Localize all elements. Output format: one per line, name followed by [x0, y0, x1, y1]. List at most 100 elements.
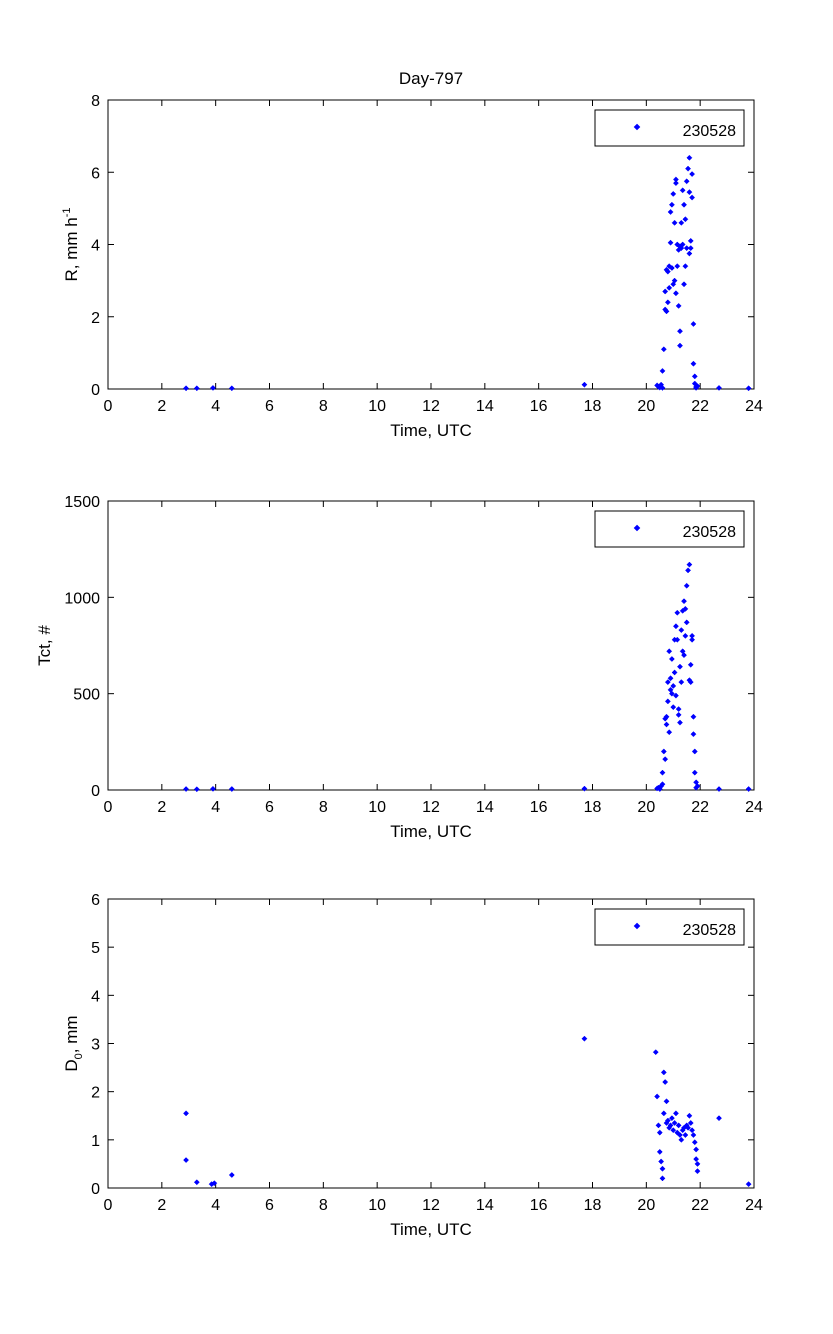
data-point [716, 384, 722, 391]
data-point [670, 704, 677, 711]
x-tick-label: 2 [157, 398, 166, 415]
x-tick-label: 20 [637, 398, 655, 415]
x-tick-label: 24 [745, 1197, 763, 1214]
data-point [681, 598, 687, 605]
data-point [686, 1112, 693, 1119]
data-point [581, 381, 588, 388]
data-point [228, 1172, 235, 1178]
x-tick-label: 2 [157, 1197, 166, 1214]
x-tick-label: 22 [691, 398, 709, 415]
data-point [685, 1124, 692, 1131]
x-tick-label: 0 [104, 799, 113, 816]
data-point [690, 731, 697, 738]
data-point [228, 385, 235, 392]
data-point [662, 756, 669, 763]
data-point [668, 690, 675, 697]
data-point [668, 265, 675, 271]
data-point [672, 290, 679, 297]
x-tick-label: 12 [422, 799, 440, 816]
data-point [660, 1110, 667, 1117]
data-point [691, 769, 698, 776]
data-point [677, 328, 683, 335]
data-point [666, 648, 673, 655]
legend-box [594, 510, 745, 548]
data-point [656, 1129, 663, 1136]
data-point [678, 1136, 685, 1143]
data-point [666, 284, 673, 291]
data-point [687, 245, 694, 252]
data-point [674, 241, 681, 248]
data-point [694, 783, 701, 790]
y-tick-label: 0 [91, 382, 100, 399]
data-point [687, 661, 694, 668]
x-tick-label: 24 [745, 799, 763, 816]
data-point [581, 1035, 588, 1042]
y-tick-label: 500 [73, 687, 100, 704]
data-point [193, 1179, 200, 1186]
data-point [668, 656, 675, 662]
data-point [659, 1165, 666, 1172]
data-point [693, 1146, 700, 1153]
y-axis-label: R, mm h-1 [61, 207, 81, 281]
x-tick-label: 10 [368, 1197, 386, 1214]
data-point [193, 786, 200, 793]
x-tick-label: 8 [319, 799, 328, 816]
data-point [745, 385, 752, 392]
data-point [670, 683, 677, 689]
data-point [664, 268, 671, 275]
data-point [659, 384, 666, 391]
x-axis-label: Time, UTC [390, 1220, 472, 1239]
data-point [652, 1049, 659, 1056]
data-point [193, 385, 200, 392]
data-point [663, 308, 670, 315]
data-point [716, 1115, 722, 1122]
data-point [664, 299, 671, 306]
legend-label: 230528 [683, 123, 736, 140]
data-point [668, 201, 675, 208]
y-tick-label: 1000 [64, 590, 100, 607]
data-point [685, 165, 692, 172]
x-tick-label: 14 [476, 1197, 494, 1214]
data-point [668, 1115, 675, 1122]
data-point [671, 669, 678, 676]
y-tick-label: 6 [91, 165, 100, 182]
data-point [183, 1110, 190, 1117]
data-point [656, 1148, 663, 1155]
data-point [675, 1122, 682, 1129]
data-point [211, 1180, 218, 1187]
data-point [662, 288, 669, 295]
x-axis-label: Time, UTC [390, 421, 472, 440]
data-point [694, 1160, 701, 1167]
x-tick-label: 18 [584, 1197, 602, 1214]
x-tick-label: 18 [584, 398, 602, 415]
data-point [687, 237, 694, 244]
x-tick-label: 2 [157, 799, 166, 816]
data-point [667, 209, 674, 215]
x-tick-label: 6 [265, 799, 274, 816]
data-point [682, 605, 689, 612]
x-tick-label: 8 [319, 398, 328, 415]
x-tick-label: 4 [211, 799, 220, 816]
x-tick-label: 8 [319, 1197, 328, 1214]
x-tick-label: 20 [637, 1197, 655, 1214]
data-point [679, 187, 686, 194]
data-point [671, 1120, 678, 1126]
data-point [664, 1117, 671, 1124]
y-tick-label: 1 [91, 1133, 100, 1150]
data-point [683, 582, 690, 589]
data-point [693, 1156, 700, 1163]
data-point [183, 1157, 190, 1164]
data-point [670, 190, 677, 197]
data-point [686, 189, 693, 196]
data-point [678, 219, 685, 226]
y-axis-label: Tct, # [35, 625, 54, 666]
data-point [670, 1127, 677, 1134]
data-point [677, 663, 683, 670]
x-tick-label: 16 [530, 1197, 548, 1214]
data-point [663, 1098, 670, 1105]
data-point [686, 250, 693, 257]
data-point [683, 245, 690, 252]
data-point [683, 178, 690, 185]
